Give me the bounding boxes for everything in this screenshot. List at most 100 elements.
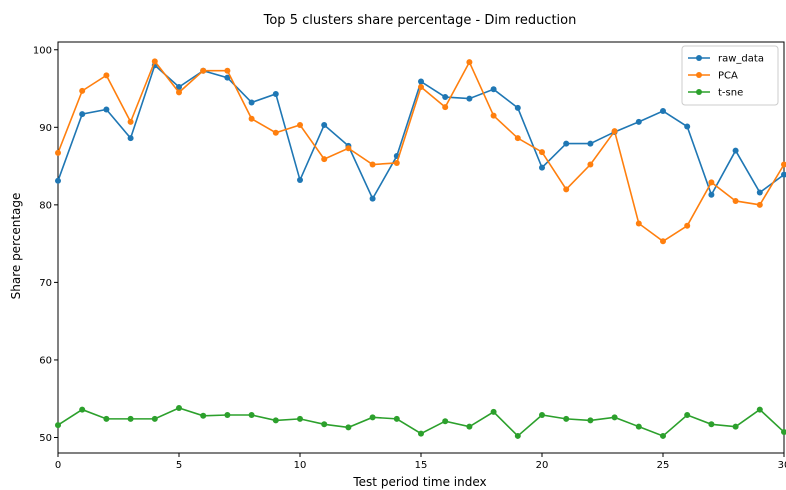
chart-title: Top 5 clusters share percentage - Dim re… [263, 13, 577, 28]
x-tick-label: 5 [176, 460, 182, 471]
data-point [684, 124, 690, 130]
data-point [587, 162, 593, 168]
data-point [152, 416, 158, 422]
data-point [79, 88, 85, 94]
data-point [442, 104, 448, 110]
data-point [660, 238, 666, 244]
data-point [103, 416, 109, 422]
data-point [152, 58, 158, 64]
data-point [55, 150, 61, 156]
legend: raw_data PCA t-sne [682, 46, 778, 105]
data-point [321, 156, 327, 162]
data-point [733, 198, 739, 204]
data-point [466, 59, 472, 65]
data-point [684, 412, 690, 418]
data-point [249, 116, 255, 122]
data-point [563, 416, 569, 422]
data-point [200, 68, 206, 74]
x-tick-label: 20 [536, 460, 549, 471]
data-point [563, 186, 569, 192]
data-point [539, 149, 545, 155]
data-point [612, 414, 618, 420]
data-point [491, 113, 497, 119]
data-point [563, 141, 569, 147]
data-point [757, 407, 763, 413]
legend-label: t-sne [718, 88, 743, 99]
data-point [224, 68, 230, 74]
y-tick-label: 90 [39, 123, 52, 134]
data-point [515, 433, 521, 439]
data-point [491, 86, 497, 92]
data-point [200, 413, 206, 419]
y-tick-label: 60 [39, 355, 52, 366]
data-point [297, 122, 303, 128]
data-point [660, 433, 666, 439]
data-point [442, 94, 448, 100]
data-point [321, 421, 327, 427]
data-point [273, 417, 279, 423]
series-layer [55, 58, 786, 439]
y-axis-label: Share percentage [9, 193, 23, 300]
data-point [587, 141, 593, 147]
data-point [515, 135, 521, 141]
data-point [273, 130, 279, 136]
data-point [757, 202, 763, 208]
data-point [345, 145, 351, 151]
data-point [103, 72, 109, 78]
data-point [321, 122, 327, 128]
plot-frame [58, 42, 784, 453]
data-point [733, 148, 739, 154]
x-axis-label: Test period time index [352, 475, 486, 489]
data-point [249, 412, 255, 418]
series-pca [55, 58, 786, 244]
x-tick-label: 30 [778, 460, 786, 471]
x-tick-label: 10 [294, 460, 307, 471]
data-point [297, 416, 303, 422]
y-tick-label: 70 [39, 278, 52, 289]
data-point [345, 424, 351, 430]
data-point [442, 418, 448, 424]
series-t-sne [55, 405, 786, 439]
legend-marker [696, 89, 702, 95]
legend-marker [696, 55, 702, 61]
data-point [370, 196, 376, 202]
data-point [466, 96, 472, 102]
data-point [103, 106, 109, 112]
data-point [55, 178, 61, 184]
y-tick-label: 80 [39, 200, 52, 211]
data-point [636, 424, 642, 430]
data-point [297, 177, 303, 183]
data-point [128, 119, 134, 125]
data-point [708, 421, 714, 427]
data-point [466, 424, 472, 430]
data-point [491, 409, 497, 415]
data-point [612, 128, 618, 134]
data-point [224, 412, 230, 418]
data-point [539, 412, 545, 418]
data-point [708, 179, 714, 185]
axes-layer: 0 5 10 15 20 25 30 50 60 70 80 90 100 [33, 42, 786, 471]
data-point [636, 119, 642, 125]
data-point [515, 105, 521, 111]
data-point [370, 162, 376, 168]
data-point [539, 165, 545, 171]
data-point [394, 160, 400, 166]
data-point [708, 192, 714, 198]
data-point [418, 79, 424, 85]
legend-label: PCA [718, 71, 738, 82]
data-point [249, 99, 255, 105]
data-point [587, 417, 593, 423]
data-point [176, 405, 182, 411]
y-tick-label: 100 [33, 45, 52, 56]
data-point [273, 91, 279, 97]
data-point [79, 407, 85, 413]
data-point [128, 135, 134, 141]
data-point [733, 424, 739, 430]
legend-marker [696, 72, 702, 78]
data-point [660, 108, 666, 114]
data-point [394, 416, 400, 422]
y-tick-label: 50 [39, 433, 52, 444]
data-point [79, 111, 85, 117]
